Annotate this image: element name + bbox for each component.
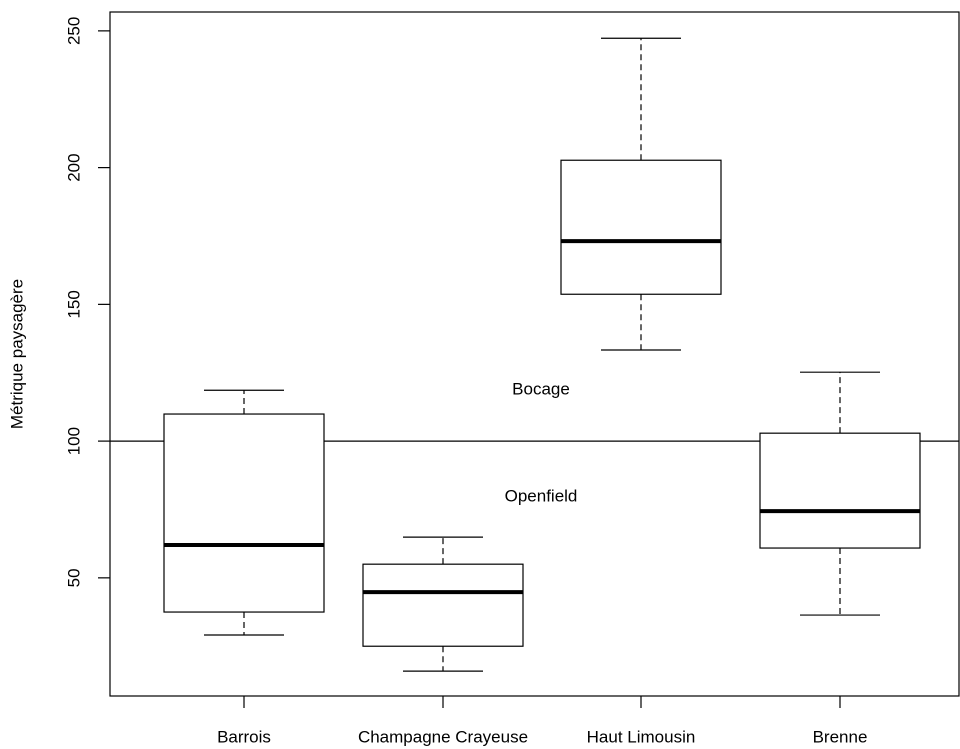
y-tick-label: 250 — [64, 17, 83, 45]
annotation: Bocage — [512, 379, 570, 398]
x-tick-label: Brenne — [813, 727, 868, 746]
y-tick-label: 100 — [64, 427, 83, 455]
y-tick-label: 150 — [64, 290, 83, 318]
y-axis-label: Métrique paysagère — [7, 279, 26, 429]
box — [362, 563, 524, 647]
annotation: Openfield — [505, 486, 578, 505]
x-tick-label: Barrois — [217, 727, 271, 746]
plot-frame — [109, 11, 960, 697]
box — [163, 413, 325, 613]
y-tick-label: 50 — [64, 568, 83, 587]
x-tick-label: Haut Limousin — [587, 727, 696, 746]
box — [560, 159, 722, 295]
y-tick-label: 200 — [64, 153, 83, 181]
box — [759, 432, 921, 549]
x-tick-label: Champagne Crayeuse — [358, 727, 528, 746]
